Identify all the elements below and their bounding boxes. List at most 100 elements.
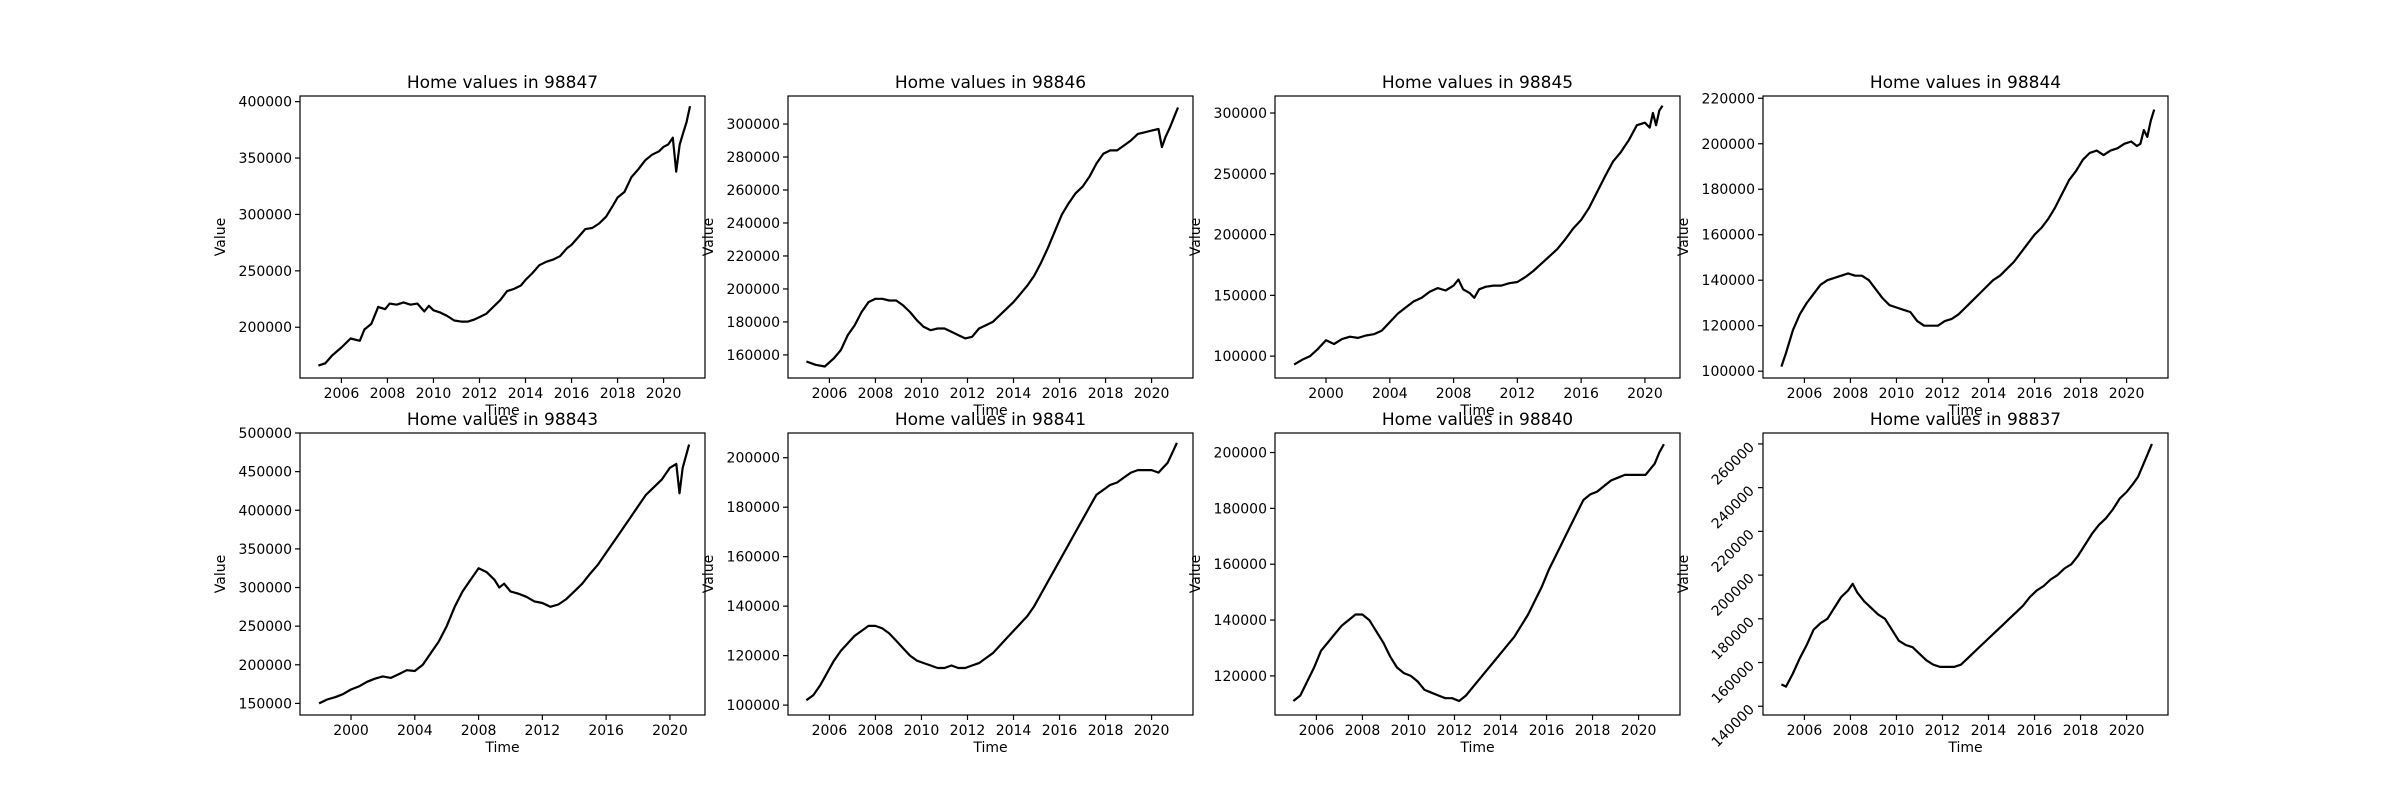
x-tick-label: 2014 (1971, 386, 2007, 402)
x-axis-label: Time (1459, 403, 1494, 419)
x-tick-label: 2020 (2109, 723, 2145, 739)
y-tick-label: 160000 (1702, 228, 1755, 244)
y-tick-label: 100000 (1214, 349, 1267, 365)
y-tick-label: 200000 (1214, 446, 1267, 462)
y-tick-label: 240000 (727, 216, 780, 232)
y-tick-label: 220000 (727, 249, 780, 265)
y-tick-label: 200000 (727, 451, 780, 467)
y-tick-label: 140000 (727, 599, 780, 615)
y-tick-label: 100000 (727, 698, 780, 714)
y-tick-label: 250000 (239, 264, 292, 280)
x-tick-label: 2014 (1971, 723, 2007, 739)
x-tick-label: 2012 (1437, 723, 1473, 739)
x-tick-label: 2012 (950, 723, 986, 739)
y-tick-label: 150000 (1214, 288, 1267, 304)
y-tick-label: 350000 (239, 542, 292, 558)
y-tick-label: 220000 (1702, 91, 1755, 107)
y-tick-label: 180000 (727, 500, 780, 516)
x-tick-label: 2020 (646, 386, 682, 402)
y-tick-label: 160000 (727, 348, 780, 364)
x-tick-label: 2004 (397, 723, 433, 739)
chart-panel: Home values in 98843 2000 2004 2008 2012 2016… (213, 410, 706, 756)
y-tick-label: 200000 (1214, 228, 1267, 244)
chart-title: Home values in 98844 (1870, 73, 2061, 93)
y-tick-label: 120000 (1702, 319, 1755, 335)
y-tick-label: 450000 (239, 465, 292, 481)
x-tick-label: 2020 (2109, 386, 2145, 402)
x-tick-label: 2012 (950, 386, 986, 402)
x-tick-label: 2012 (1925, 386, 1961, 402)
axes-frame (299, 95, 706, 379)
x-tick-label: 2008 (461, 723, 497, 739)
x-tick-label: 2020 (1621, 723, 1657, 739)
chart-title: Home values in 98840 (1382, 410, 1573, 430)
y-tick-label: 350000 (239, 151, 292, 167)
axes-frame (299, 432, 706, 716)
chart-title: Home values in 98846 (895, 73, 1086, 93)
x-tick-label: 2004 (1372, 386, 1408, 402)
y-tick-label: 200000 (1702, 137, 1755, 153)
axes-frame (787, 95, 1194, 379)
y-tick-label: 300000 (1214, 106, 1267, 122)
series-line (318, 444, 691, 705)
y-tick-label: 140000 (1214, 613, 1267, 629)
chart-title: Home values in 98837 (1870, 410, 2061, 430)
axes-frame (1762, 432, 2169, 716)
x-tick-label: 2016 (1042, 386, 1078, 402)
x-tick-label: 2008 (1345, 723, 1381, 739)
x-tick-label: 2006 (1787, 386, 1823, 402)
axes-frame (787, 432, 1194, 716)
x-tick-label: 2016 (554, 386, 590, 402)
y-tick-label: 300000 (727, 117, 780, 133)
x-tick-label: 2006 (324, 386, 360, 402)
x-tick-label: 2010 (1391, 723, 1427, 739)
y-axis-label: Value (1676, 218, 1692, 256)
x-tick-label: 2016 (2017, 723, 2053, 739)
x-tick-label: 2018 (2063, 386, 2099, 402)
x-tick-label: 2020 (652, 723, 688, 739)
y-tick-label: 180000 (727, 315, 780, 331)
x-tick-label: 2016 (588, 723, 624, 739)
y-tick-label: 200000 (239, 320, 292, 336)
series-line (1293, 105, 1664, 366)
y-tick-label: 120000 (1214, 669, 1267, 685)
chart-title: Home values in 98843 (407, 410, 598, 430)
series-line (806, 107, 1180, 368)
chart-panel: Home values in 98844 2006 2008 2010 2012 2014… (1676, 73, 2169, 419)
y-tick-label: 250000 (1214, 167, 1267, 183)
axes-frame (1762, 95, 2169, 379)
y-axis-label: Value (701, 218, 717, 256)
x-tick-label: 2010 (1879, 723, 1915, 739)
x-tick-label: 2018 (600, 386, 636, 402)
chart-panel: Home values in 98847 2006 2008 2010 2012 2014… (213, 73, 706, 419)
series-line (1292, 443, 1665, 703)
x-axis-label: Time (1947, 740, 1982, 756)
chart-panel: Home values in 98840 2006 2008 2010 2012 2014… (1188, 410, 1681, 756)
y-tick-label: 200000 (239, 658, 292, 674)
y-axis-label: Value (1188, 218, 1204, 256)
y-axis-label: Value (1676, 555, 1692, 593)
x-tick-label: 2008 (858, 386, 894, 402)
x-axis-label: Time (1947, 403, 1982, 419)
x-tick-label: 2006 (1787, 723, 1823, 739)
x-tick-label: 2012 (462, 386, 498, 402)
x-tick-label: 2000 (333, 723, 369, 739)
y-tick-label: 160000 (1214, 557, 1267, 573)
x-tick-label: 2014 (996, 723, 1032, 739)
y-tick-label: 200000 (727, 282, 780, 298)
y-tick-label: 150000 (239, 696, 292, 712)
x-tick-label: 2018 (1088, 386, 1124, 402)
x-tick-label: 2018 (1088, 723, 1124, 739)
chart-title: Home values in 98845 (1382, 73, 1573, 93)
x-tick-label: 2008 (370, 386, 406, 402)
x-tick-label: 2008 (1833, 386, 1869, 402)
x-tick-label: 2012 (1500, 386, 1536, 402)
x-tick-label: 2020 (1134, 386, 1170, 402)
y-tick-label: 300000 (239, 207, 292, 223)
y-axis-label: Value (701, 555, 717, 593)
x-axis-label: Time (972, 740, 1007, 756)
x-tick-label: 2008 (858, 723, 894, 739)
x-tick-label: 2020 (1134, 723, 1170, 739)
y-tick-label: 300000 (239, 581, 292, 597)
x-tick-label: 2010 (1879, 386, 1915, 402)
